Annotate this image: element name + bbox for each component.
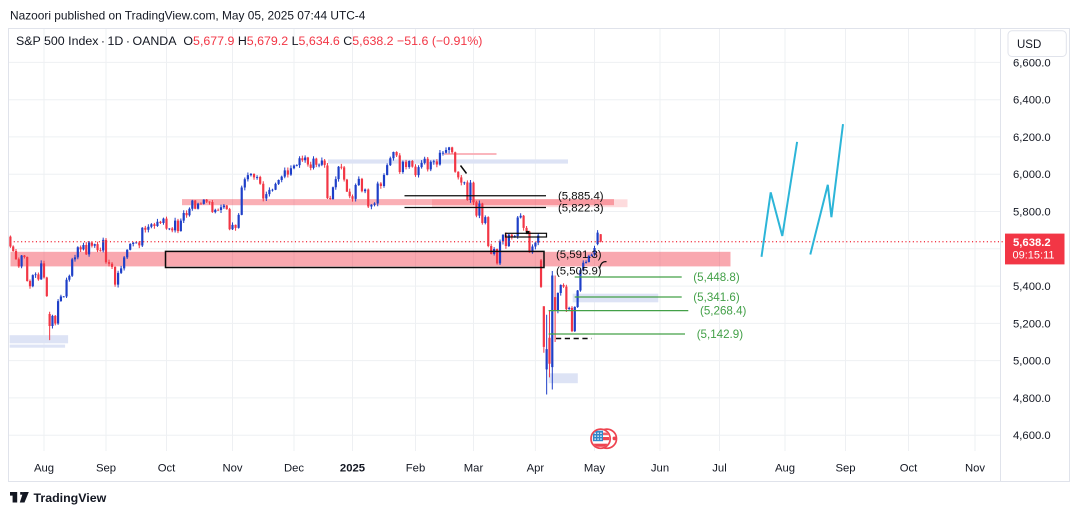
svg-text:5,800.0: 5,800.0 <box>1013 207 1051 219</box>
svg-text:Sep: Sep <box>835 463 855 475</box>
svg-text:Sep: Sep <box>96 463 116 475</box>
svg-text:Aug: Aug <box>775 463 795 475</box>
svg-text:4,800.0: 4,800.0 <box>1013 393 1051 405</box>
svg-text:Oct: Oct <box>900 463 918 475</box>
svg-text:(5,142.9): (5,142.9) <box>697 328 744 341</box>
svg-text:(5,885.4): (5,885.4) <box>558 191 604 203</box>
svg-text:5,000.0: 5,000.0 <box>1013 356 1051 368</box>
svg-text:5,400.0: 5,400.0 <box>1013 281 1051 293</box>
svg-text:(5,341.6): (5,341.6) <box>693 291 740 304</box>
svg-text:S&P 500 Index · 1D · OANDA O5: S&P 500 Index · 1D · OANDA O5,677.9 H5,6… <box>16 34 482 48</box>
svg-text:TradingView: TradingView <box>34 491 107 505</box>
svg-text:Apr: Apr <box>527 463 545 475</box>
svg-text:May: May <box>584 463 606 475</box>
svg-text:Oct: Oct <box>158 463 176 475</box>
svg-text:(5,448.8): (5,448.8) <box>693 271 740 284</box>
svg-text:(5,591.3): (5,591.3) <box>556 249 602 261</box>
svg-text:6,400.0: 6,400.0 <box>1013 95 1051 107</box>
svg-text:Nov: Nov <box>965 463 985 475</box>
svg-text:USD: USD <box>1017 39 1041 51</box>
svg-text:Jun: Jun <box>651 463 669 475</box>
svg-text:Nazoori published on TradingVi: Nazoori published on TradingView.com, Ma… <box>10 9 366 23</box>
svg-text:(5,505.9): (5,505.9) <box>556 266 602 278</box>
svg-text:(5,268.4): (5,268.4) <box>700 305 747 318</box>
svg-text:2025: 2025 <box>340 463 365 475</box>
svg-text:Aug: Aug <box>34 463 54 475</box>
svg-text:(5,822.3): (5,822.3) <box>558 202 604 214</box>
svg-text:Dec: Dec <box>284 463 304 475</box>
svg-text:Mar: Mar <box>464 463 484 475</box>
svg-text:5,638.2: 5,638.2 <box>1013 237 1051 249</box>
svg-text:Jul: Jul <box>712 463 726 475</box>
svg-text:6,000.0: 6,000.0 <box>1013 169 1051 181</box>
svg-text:4,600.0: 4,600.0 <box>1013 430 1051 442</box>
svg-text:Feb: Feb <box>406 463 425 475</box>
svg-text:09:15:11: 09:15:11 <box>1013 250 1055 262</box>
svg-text:6,200.0: 6,200.0 <box>1013 132 1051 144</box>
svg-text:5,200.0: 5,200.0 <box>1013 318 1051 330</box>
svg-text:Nov: Nov <box>222 463 242 475</box>
svg-text:6,600.0: 6,600.0 <box>1013 57 1051 69</box>
